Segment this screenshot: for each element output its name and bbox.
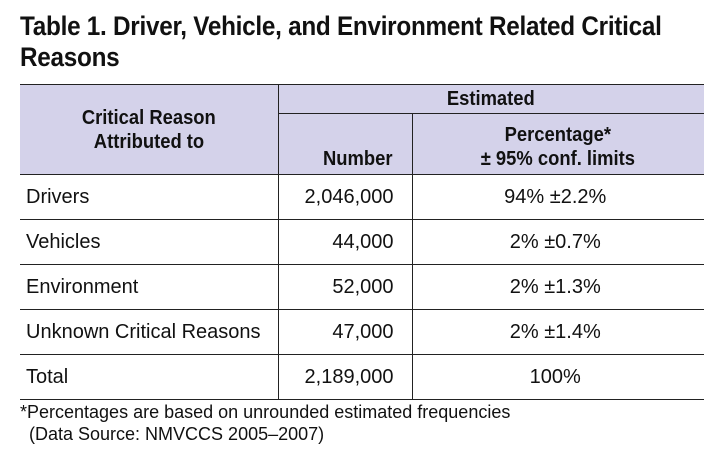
- row-reason-cell: Vehicles: [20, 219, 279, 265]
- table-row: Drivers 2,046,000 94% ±2.2%: [20, 174, 704, 220]
- header-estimated-label: Estimated: [447, 88, 536, 110]
- row-number-cell: 2,046,000: [278, 174, 413, 220]
- table-header: Critical Reason Attributed to Estimated …: [20, 84, 704, 175]
- row-number-cell: 52,000: [278, 264, 413, 310]
- row-percentage-cell: 2% ±0.7%: [412, 219, 704, 265]
- table-row: Vehicles 44,000 2% ±0.7%: [20, 219, 704, 265]
- row-percentage-cell: 2% ±1.3%: [412, 264, 704, 310]
- header-row-1: Critical Reason Attributed to Estimated: [20, 84, 704, 175]
- row-number-cell: 44,000: [278, 219, 413, 265]
- table-row: Unknown Critical Reasons 47,000 2% ±1.4%: [20, 309, 704, 355]
- table-title: Table 1. Driver, Vehicle, and Environmen…: [20, 11, 662, 73]
- header-number: Number: [277, 113, 413, 175]
- row-percentage-cell: 94% ±2.2%: [412, 174, 704, 220]
- row-number-cell: 2,189,000: [278, 354, 413, 400]
- header-critical-reason-line-2: Attributed to: [93, 130, 204, 153]
- row-reason-cell: Environment: [20, 264, 279, 310]
- footnote-note: *Percentages are based on unrounded esti…: [20, 402, 511, 422]
- table-title-line-2: Reasons: [20, 42, 120, 72]
- header-critical-reason: Critical Reason Attributed to: [20, 84, 279, 175]
- table-title-line-1: Table 1. Driver, Vehicle, and Environmen…: [20, 11, 662, 41]
- row-reason-cell: Drivers: [20, 174, 279, 220]
- row-reason-cell: Unknown Critical Reasons: [20, 309, 279, 355]
- row-reason-cell: Total: [20, 354, 279, 400]
- row-percentage-cell: 100%: [412, 354, 704, 400]
- row-number-cell: 47,000: [278, 309, 413, 355]
- footnote-source: (Data Source: NMVCCS 2005–2007): [29, 424, 325, 444]
- footnote: *Percentages are based on unrounded esti…: [20, 401, 510, 445]
- header-critical-reason-line-1: Critical Reason: [81, 106, 216, 129]
- table-row-total: Total 2,189,000 100%: [20, 354, 704, 400]
- table-row: Environment 52,000 2% ±1.3%: [20, 264, 704, 310]
- table-body: Drivers 2,046,000 94% ±2.2% Vehicles 44,…: [20, 174, 704, 400]
- header-percentage-line-1: Percentage*: [505, 124, 612, 146]
- header-estimated: Estimated: [277, 84, 704, 114]
- critical-reasons-table: Critical Reason Attributed to Estimated …: [20, 84, 704, 400]
- header-percentage-line-2: ± 95% conf. limits: [481, 148, 636, 170]
- header-percentage: Percentage* ± 95% conf. limits: [411, 113, 704, 175]
- header-number-label: Number: [322, 148, 393, 170]
- row-percentage-cell: 2% ±1.4%: [412, 309, 704, 355]
